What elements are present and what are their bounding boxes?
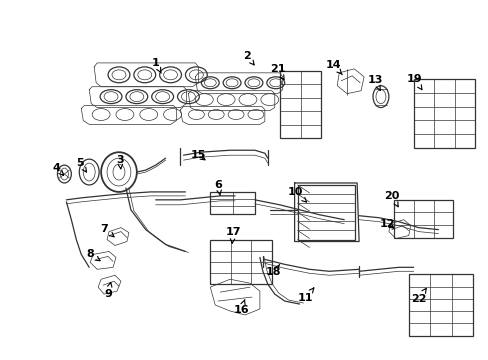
Text: 2: 2	[243, 51, 254, 65]
Text: 5: 5	[76, 158, 86, 172]
Text: 9: 9	[104, 283, 112, 299]
Text: 20: 20	[384, 191, 399, 207]
Text: 18: 18	[265, 265, 281, 277]
Bar	[210, 239, 271, 284]
Bar	[297, 185, 354, 239]
Text: 6: 6	[214, 180, 222, 195]
Bar	[408, 274, 472, 336]
Text: 22: 22	[410, 288, 426, 304]
Text: 19: 19	[406, 74, 422, 90]
Text: 11: 11	[297, 288, 313, 303]
Text: 3: 3	[116, 155, 123, 169]
Text: 1: 1	[151, 58, 161, 73]
Text: 12: 12	[379, 219, 395, 229]
Bar	[279, 71, 321, 138]
Bar	[393, 200, 452, 238]
Text: 17: 17	[225, 226, 241, 243]
Text: 4: 4	[52, 163, 63, 175]
Text: 10: 10	[287, 187, 306, 202]
Text: 16: 16	[233, 300, 248, 315]
Text: 13: 13	[366, 75, 382, 90]
Text: 14: 14	[325, 60, 342, 75]
Bar	[413, 79, 474, 148]
Text: 15: 15	[190, 150, 205, 160]
Text: 7: 7	[100, 224, 114, 237]
Text: 8: 8	[86, 249, 100, 261]
Text: 21: 21	[269, 64, 285, 80]
Bar	[210, 192, 254, 214]
